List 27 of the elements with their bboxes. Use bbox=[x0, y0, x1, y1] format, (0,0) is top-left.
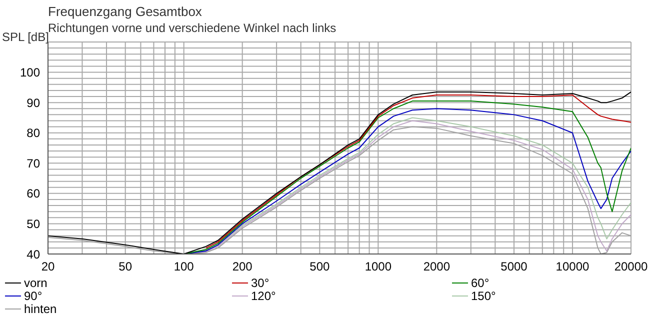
x-tick-label: 2000 bbox=[423, 260, 450, 274]
x-tick-label: 100 bbox=[174, 260, 194, 274]
y-tick-label: 40 bbox=[26, 247, 40, 262]
y-tick-label: 60 bbox=[26, 186, 40, 201]
y-tick-label: 80 bbox=[26, 126, 40, 140]
legend-label: 150° bbox=[471, 289, 496, 303]
chart-subtitle: Richtungen vorne und verschiedene Winkel nach links bbox=[48, 21, 336, 35]
legend-label: vorn bbox=[24, 276, 48, 290]
legend-label: 30° bbox=[251, 276, 270, 290]
x-tick-label: 20000 bbox=[614, 260, 648, 274]
y-tick-label: 50 bbox=[26, 216, 40, 231]
chart-title: Frequenzgang Gesamtbox bbox=[48, 4, 202, 19]
x-tick-label: 200 bbox=[232, 260, 253, 274]
x-tick-label: 1000 bbox=[364, 260, 392, 274]
x-tick-label: 20 bbox=[41, 260, 55, 274]
x-tick-label: 10000 bbox=[556, 260, 590, 274]
y-tick-label: 70 bbox=[26, 156, 40, 170]
x-tick-label: 5000 bbox=[500, 260, 528, 274]
x-tick-label: 50 bbox=[118, 260, 132, 274]
legend-label: 90° bbox=[24, 289, 42, 303]
legend-label: hinten bbox=[24, 302, 57, 316]
y-tick-label: 90 bbox=[26, 96, 40, 110]
x-tick-label: 500 bbox=[310, 260, 330, 274]
y-tick-label: 100 bbox=[20, 66, 40, 80]
legend-label: 60° bbox=[471, 276, 490, 290]
y-axis-title: SPL [dB] bbox=[2, 30, 49, 44]
legend-label: 120° bbox=[251, 289, 276, 303]
